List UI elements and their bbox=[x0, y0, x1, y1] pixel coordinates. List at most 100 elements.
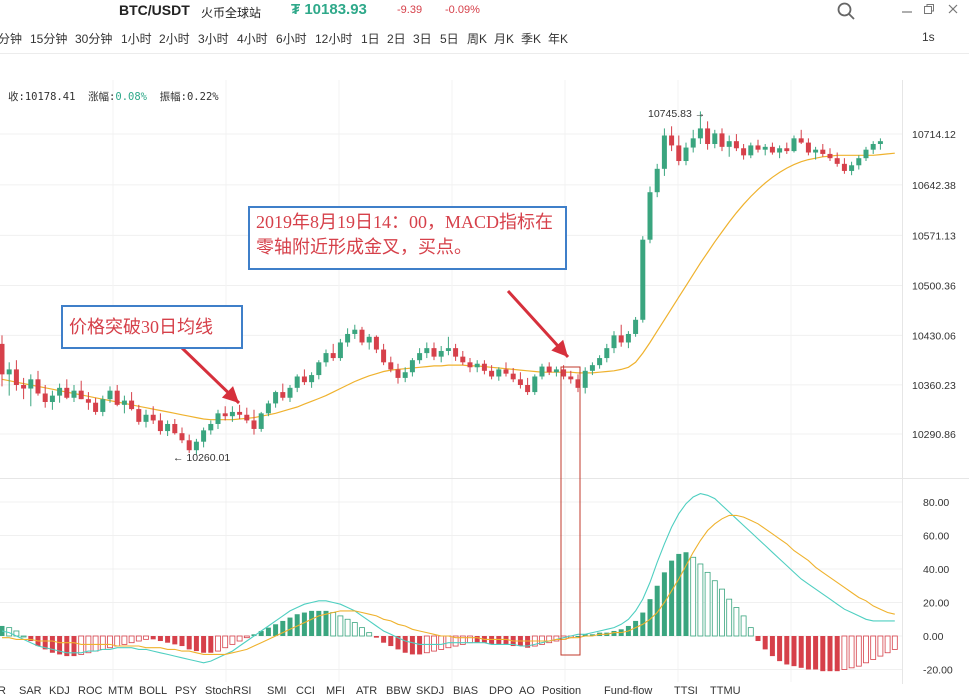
macd-histogram-bar bbox=[208, 636, 214, 653]
tab-smi[interactable]: SMI bbox=[267, 685, 287, 694]
interval-15min[interactable]: 15分钟 bbox=[30, 32, 68, 46]
candle-body bbox=[49, 395, 55, 403]
candle-body bbox=[114, 390, 120, 405]
tab-psy[interactable]: PSY bbox=[175, 685, 198, 694]
macd-histogram-bar bbox=[841, 635, 848, 670]
macd-histogram-bar bbox=[128, 635, 135, 644]
macd-histogram-bar bbox=[669, 560, 675, 636]
tab-mtm[interactable]: MTM bbox=[108, 685, 134, 694]
tab-position[interactable]: Position bbox=[542, 685, 582, 694]
amplitude-label: 涨幅: bbox=[88, 91, 116, 103]
macd-histogram-bar bbox=[201, 636, 207, 653]
tab-roc[interactable]: ROC bbox=[78, 685, 103, 694]
candles bbox=[0, 111, 883, 455]
candle-body bbox=[0, 343, 5, 375]
golden-cross-arrow bbox=[506, 289, 570, 359]
tab-skdj[interactable]: SKDJ bbox=[416, 685, 445, 694]
interval-week[interactable]: 周K bbox=[467, 32, 488, 46]
interval-30min[interactable]: 30分钟 bbox=[75, 32, 113, 46]
candle-body bbox=[186, 440, 192, 451]
candle-body bbox=[647, 192, 653, 240]
macd-histogram-bar bbox=[489, 636, 495, 645]
macd-histogram-bar bbox=[287, 617, 293, 636]
macd-histogram-bar bbox=[344, 618, 351, 637]
macd-histogram-bar bbox=[445, 635, 452, 649]
tab-ttmu[interactable]: TTMU bbox=[710, 685, 741, 694]
macd-histogram-bar bbox=[193, 636, 199, 652]
tab-kdj[interactable]: KDJ bbox=[49, 685, 70, 694]
candle-body bbox=[366, 336, 372, 343]
macd-histogram-bar bbox=[726, 598, 733, 637]
macd-histogram-bar bbox=[834, 636, 840, 672]
macd-histogram-bar bbox=[150, 636, 156, 640]
candle-body bbox=[546, 366, 552, 373]
interval-6h[interactable]: 6小时 bbox=[276, 32, 307, 46]
tab-bias[interactable]: BIAS bbox=[453, 685, 479, 694]
tab-sar[interactable]: SAR bbox=[19, 685, 42, 694]
tab-cci[interactable]: CCI bbox=[296, 685, 315, 694]
macd-histogram-bar bbox=[107, 635, 113, 649]
candle-body bbox=[388, 362, 394, 370]
candle-body bbox=[251, 420, 257, 429]
interval-3d[interactable]: 3日 bbox=[413, 32, 432, 46]
interval-year[interactable]: 年K bbox=[548, 32, 569, 46]
price-tick-label: 10714.12 bbox=[912, 129, 956, 141]
tab-bbw[interactable]: BBW bbox=[386, 685, 412, 694]
close-value: 10178.41 bbox=[24, 91, 76, 103]
macd-panel bbox=[0, 493, 898, 672]
macd-histogram-bar bbox=[611, 630, 617, 636]
low-price-label: ← 10260.01 bbox=[173, 452, 230, 464]
search-icon[interactable] bbox=[836, 1, 856, 21]
candle-body bbox=[179, 433, 185, 441]
tab-dpo[interactable]: DPO bbox=[489, 685, 513, 694]
macd-histogram-bar bbox=[690, 556, 697, 637]
close-icon[interactable] bbox=[946, 2, 960, 16]
tab-ao[interactable]: AO bbox=[519, 685, 535, 694]
macd-histogram-bar bbox=[539, 635, 545, 645]
candle-body bbox=[215, 413, 221, 424]
candle-body bbox=[143, 414, 149, 422]
macd-histogram-bar bbox=[805, 636, 811, 670]
candle-body bbox=[121, 400, 127, 405]
interval-3h[interactable]: 3小时 bbox=[198, 32, 229, 46]
interval-month[interactable]: 月K bbox=[494, 32, 515, 46]
minimize-icon[interactable] bbox=[900, 2, 914, 16]
candle-body bbox=[78, 390, 84, 400]
tab-fund-flow[interactable]: Fund-flow bbox=[604, 685, 653, 694]
restore-icon[interactable] bbox=[922, 2, 936, 16]
candle-body bbox=[172, 423, 178, 434]
interval-2h[interactable]: 2小时 bbox=[159, 32, 190, 46]
candle-body bbox=[165, 423, 171, 432]
interval-1min[interactable]: 分钟 bbox=[0, 32, 23, 46]
candle-body bbox=[575, 379, 581, 388]
tab-r[interactable]: R bbox=[0, 685, 6, 694]
tab-ttsi[interactable]: TTSI bbox=[674, 685, 698, 694]
tab-atr[interactable]: ATR bbox=[356, 685, 378, 694]
interval-5d[interactable]: 5日 bbox=[440, 32, 459, 46]
tab-mfi[interactable]: MFI bbox=[326, 685, 345, 694]
tab-stochrsi[interactable]: StochRSI bbox=[205, 685, 252, 694]
macd-histogram-bar bbox=[467, 635, 473, 644]
candle-body bbox=[409, 360, 415, 373]
ohlc-info: 收:10178.41 涨幅:0.08% 振幅:0.22% bbox=[8, 89, 219, 104]
candle-body bbox=[712, 133, 718, 145]
interval-12h[interactable]: 12小时 bbox=[315, 32, 353, 46]
candle-body bbox=[229, 411, 235, 417]
tab-boll[interactable]: BOLL bbox=[139, 685, 168, 694]
candle-body bbox=[100, 399, 106, 412]
candle-body bbox=[611, 335, 617, 349]
interval-quarter[interactable]: 季K bbox=[521, 32, 542, 46]
refresh-speed[interactable]: 1s bbox=[922, 30, 935, 44]
pair-name[interactable]: BTC/USDT bbox=[119, 2, 190, 18]
macd-histogram-bar bbox=[870, 635, 877, 660]
interval-1d[interactable]: 1日 bbox=[361, 32, 380, 46]
interval-1h[interactable]: 1小时 bbox=[121, 32, 152, 46]
candle-body bbox=[237, 411, 243, 415]
macd-histogram-bar bbox=[683, 552, 689, 636]
interval-4h[interactable]: 4小时 bbox=[237, 32, 268, 46]
interval-2d[interactable]: 2日 bbox=[387, 32, 406, 46]
candle-body bbox=[395, 369, 401, 378]
candle-body bbox=[791, 138, 797, 152]
macd-histogram-bar bbox=[633, 620, 639, 636]
